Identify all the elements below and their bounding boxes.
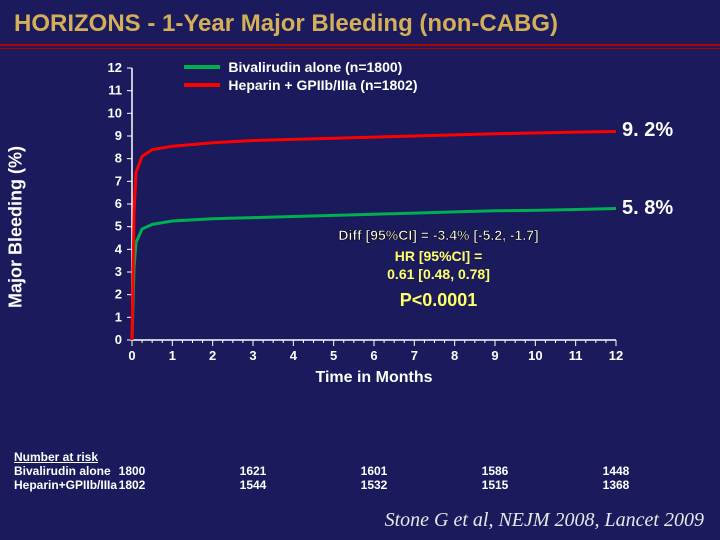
legend-label: Heparin + GPIIb/IIIa (n=1802) <box>228 77 417 93</box>
svg-text:8: 8 <box>115 151 122 166</box>
nar-heading: Number at risk <box>14 450 154 464</box>
divider-bottom <box>0 48 720 49</box>
svg-text:1: 1 <box>115 309 122 324</box>
nar-value: 1515 <box>473 478 517 492</box>
y-axis-label: Major Bleeding (%) <box>6 146 27 308</box>
svg-text:7: 7 <box>115 173 122 188</box>
legend-item: Heparin + GPIIb/IIIa (n=1802) <box>184 77 417 93</box>
svg-text:10: 10 <box>528 348 542 363</box>
stats-diff: Diff [95%CI] = -3.4% [-5.2, -1.7] <box>334 227 544 245</box>
legend-item: Bivalirudin alone (n=1800) <box>184 59 417 75</box>
svg-text:12: 12 <box>108 60 122 75</box>
legend-swatch <box>184 83 220 87</box>
svg-text:2: 2 <box>209 348 216 363</box>
svg-text:6: 6 <box>115 196 122 211</box>
svg-text:12: 12 <box>609 348 623 363</box>
svg-text:5: 5 <box>330 348 337 363</box>
nar-value: 1601 <box>352 464 396 478</box>
svg-text:0: 0 <box>128 348 135 363</box>
svg-text:11: 11 <box>569 348 583 363</box>
svg-text:1: 1 <box>169 348 176 363</box>
svg-text:4: 4 <box>290 348 298 363</box>
nar-value: 1544 <box>231 478 275 492</box>
legend: Bivalirudin alone (n=1800) Heparin + GPII… <box>184 59 417 95</box>
nar-value: 1800 <box>110 464 154 478</box>
stats-pvalue: P<0.0001 <box>334 289 544 312</box>
nar-value: 1586 <box>473 464 517 478</box>
legend-label: Bivalirudin alone (n=1800) <box>228 59 402 75</box>
svg-text:9: 9 <box>115 128 122 143</box>
svg-text:10: 10 <box>108 105 122 120</box>
svg-text:3: 3 <box>115 264 122 279</box>
stats-hr: HR [95%CI] =0.61 [0.48, 0.78] <box>334 248 544 283</box>
svg-text:4: 4 <box>115 241 123 256</box>
chart-area: Major Bleeding (%) 012345678910111201234… <box>60 62 680 392</box>
svg-text:7: 7 <box>411 348 418 363</box>
nar-value: 1621 <box>231 464 275 478</box>
page-title: HORIZONS - 1-Year Major Bleeding (non-CA… <box>0 0 720 42</box>
svg-text:2: 2 <box>115 287 122 302</box>
svg-text:11: 11 <box>108 83 122 98</box>
nar-value: 1368 <box>594 478 638 492</box>
nar-value: 1802 <box>110 478 154 492</box>
svg-text:8: 8 <box>451 348 458 363</box>
series-end-label: 9. 2% <box>622 119 673 142</box>
legend-swatch <box>184 65 220 69</box>
svg-text:Time in Months: Time in Months <box>315 369 432 386</box>
svg-text:0: 0 <box>115 332 122 347</box>
stats-block: Diff [95%CI] = -3.4% [-5.2, -1.7] HR [95%… <box>334 227 544 312</box>
svg-text:6: 6 <box>370 348 377 363</box>
svg-text:3: 3 <box>249 348 256 363</box>
series-end-label: 5. 8% <box>622 197 673 220</box>
citation: Stone G et al, NEJM 2008, Lancet 2009 <box>385 509 704 532</box>
nar-value: 1448 <box>594 464 638 478</box>
svg-text:9: 9 <box>491 348 498 363</box>
number-at-risk-table: Number at riskBivalirudin aloneHeparin+G… <box>14 450 706 496</box>
divider-top <box>0 44 720 46</box>
svg-text:5: 5 <box>115 219 122 234</box>
nar-value: 1532 <box>352 478 396 492</box>
